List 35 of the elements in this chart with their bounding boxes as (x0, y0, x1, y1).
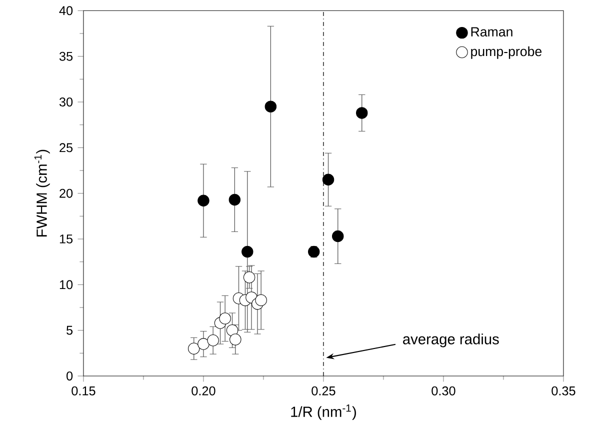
y-axis-title: FWHM (cm$^{-1}$) (34, 150, 50, 237)
y-tick-label: 35 (59, 52, 73, 61)
x-tick-label: 0.15 (72, 386, 96, 396)
point (198, 338, 210, 350)
point (356, 107, 368, 119)
point (228, 194, 241, 206)
annotation: average radius (403, 334, 499, 348)
point (207, 334, 219, 346)
x-tick-label: 0.35 (552, 386, 576, 396)
point (255, 294, 267, 306)
point (243, 271, 256, 284)
legend-label: Raman (471, 27, 512, 37)
x-tick-label: 0.20 (192, 386, 216, 396)
y-tick-label: 5 (66, 326, 73, 335)
y-tick-label: 40 (59, 6, 73, 16)
point (264, 100, 277, 112)
y-tick-label: 0 (66, 372, 73, 380)
y-tick-label: 20 (60, 188, 73, 198)
point (226, 324, 238, 336)
point (230, 334, 242, 346)
point (188, 342, 200, 354)
y-tick-label: 30 (59, 98, 73, 106)
point (219, 312, 231, 324)
point (332, 230, 344, 242)
x-tick-label: 0.25 (312, 386, 336, 396)
legend-label: pump-probe (471, 46, 542, 59)
point (308, 246, 320, 258)
point (322, 174, 334, 186)
y-tick-label: 25 (60, 143, 73, 152)
y-tick-label: 15 (60, 234, 73, 244)
x-tick-label: 0.30 (432, 386, 456, 396)
point (242, 246, 254, 258)
x-axis-title: 1/R (nm$^{-1}$) (291, 404, 356, 420)
point (198, 194, 210, 207)
y-tick-label: 10 (60, 280, 73, 290)
